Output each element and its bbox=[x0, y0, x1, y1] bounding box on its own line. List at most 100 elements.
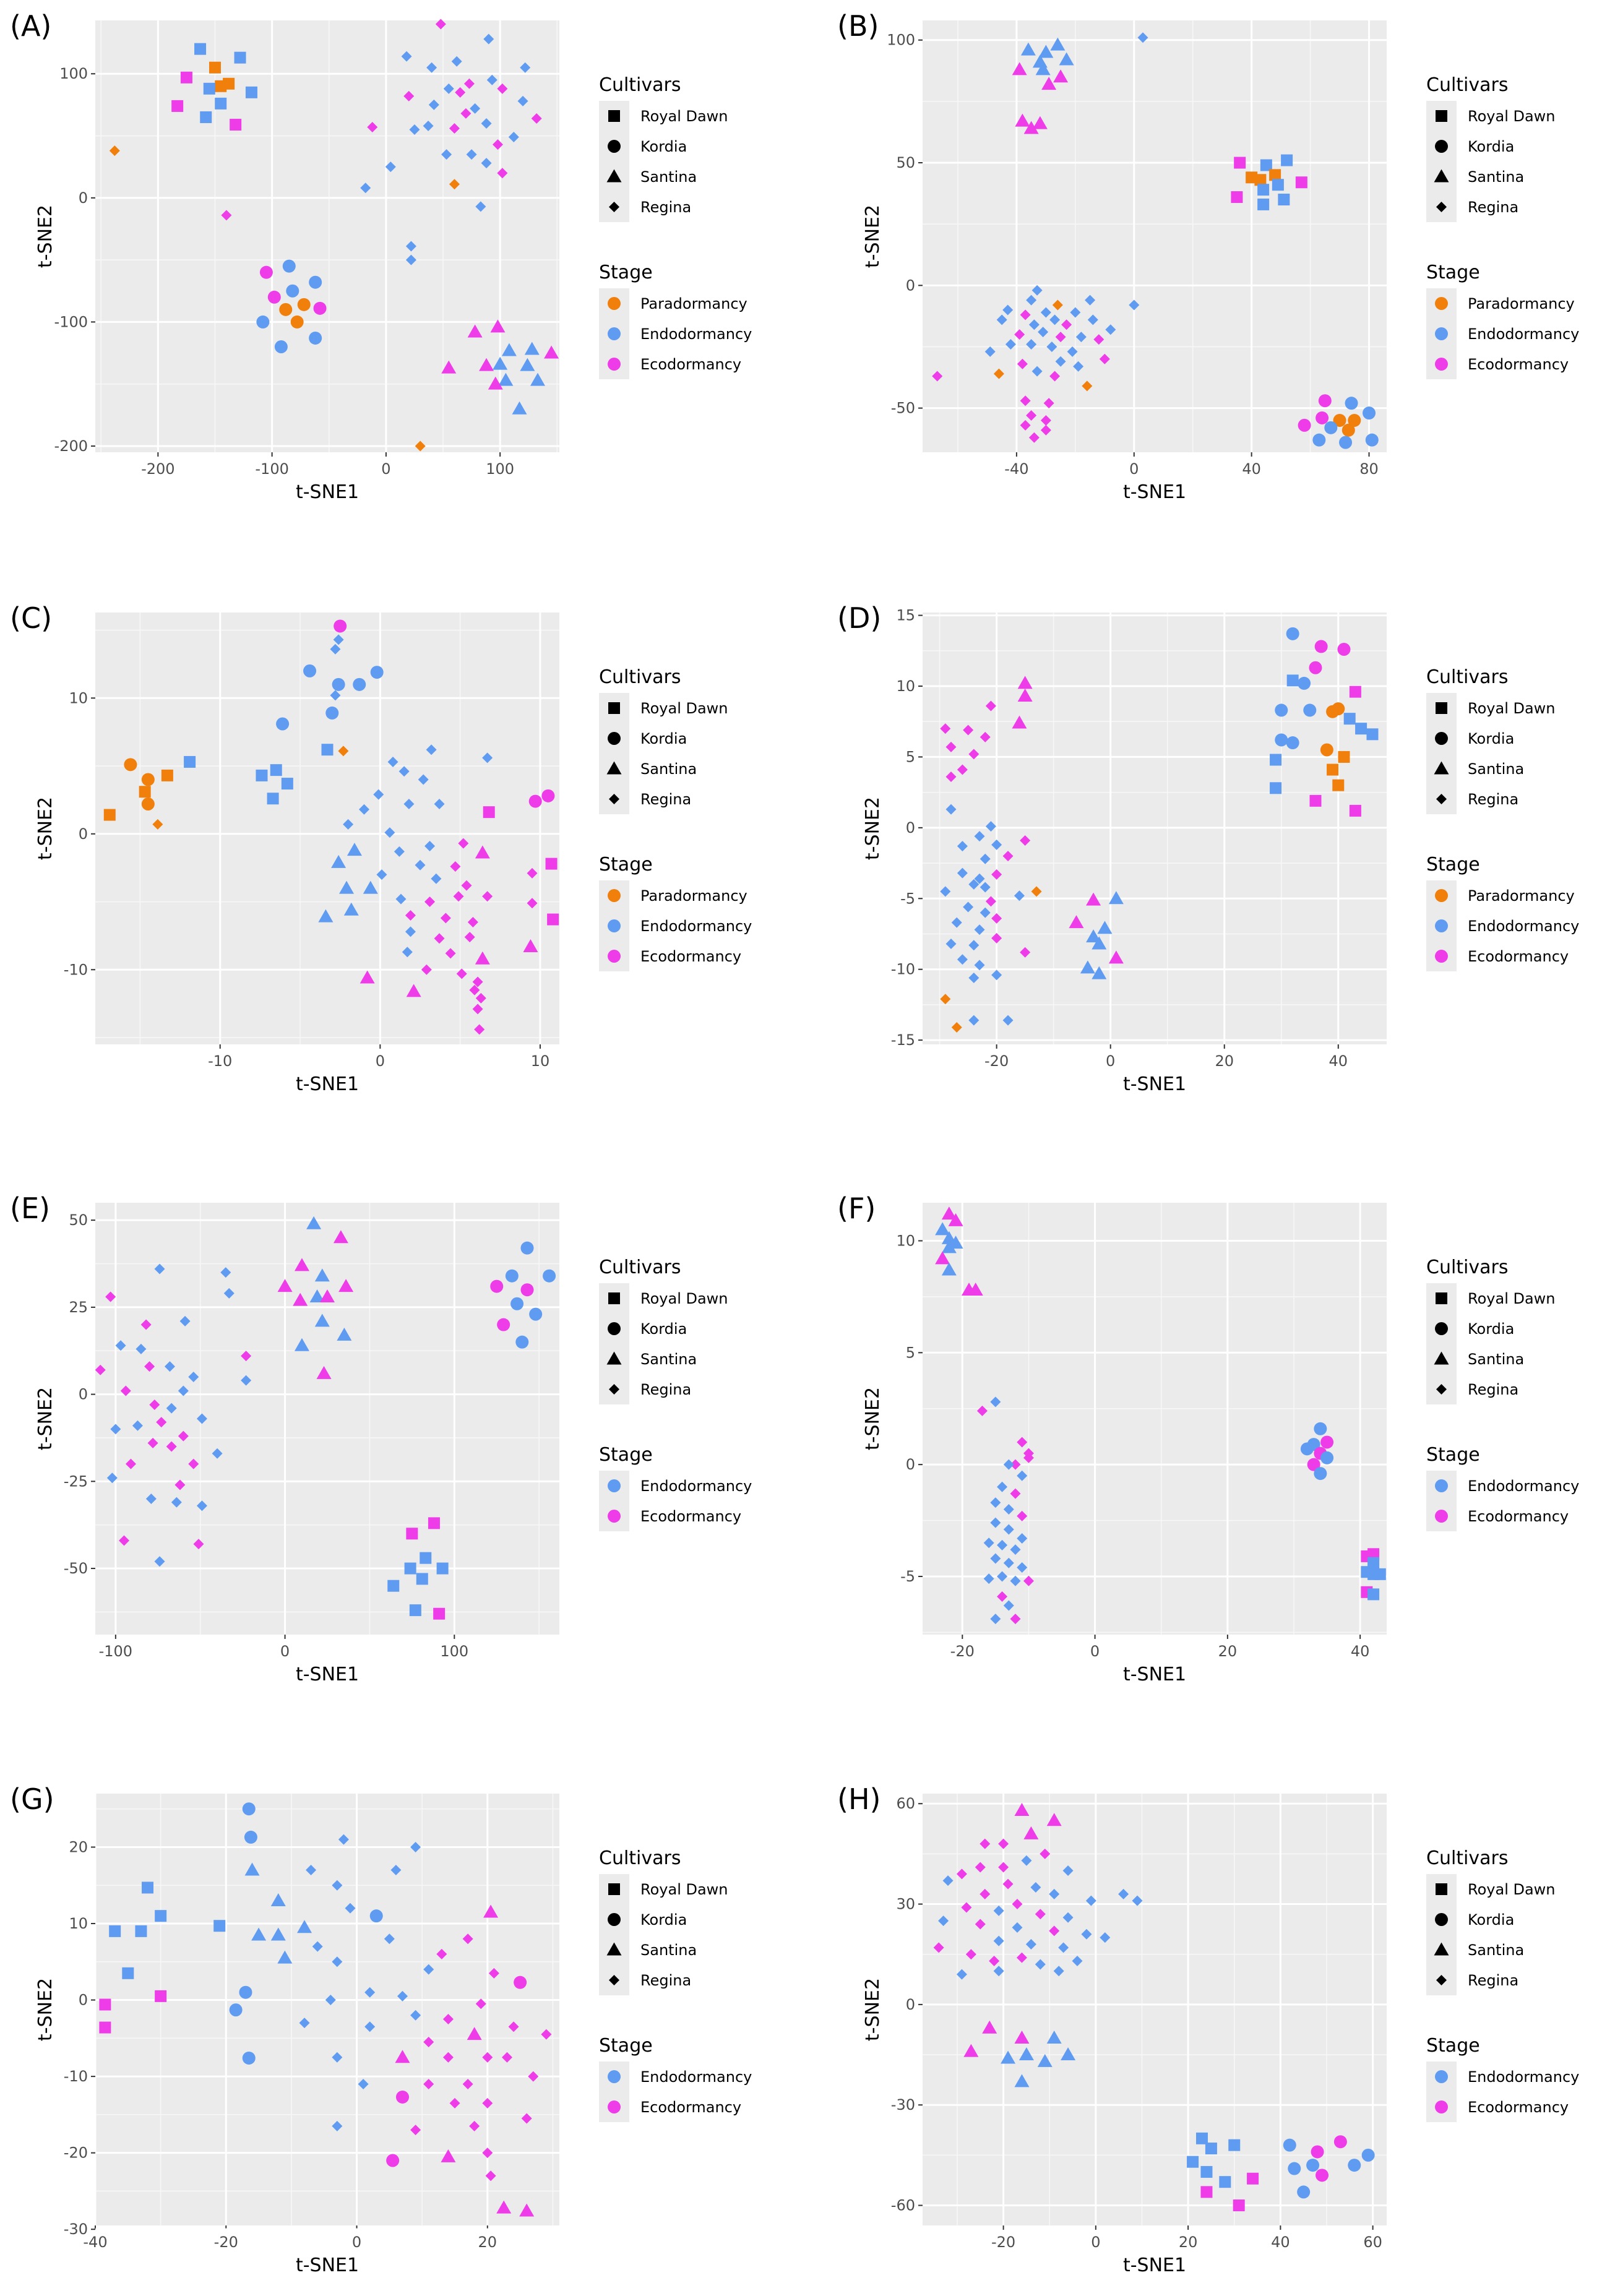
x-tick-label: -20 bbox=[984, 1052, 1009, 1070]
legend-key-kordia-symbol bbox=[608, 732, 621, 745]
y-tick-label: 0 bbox=[906, 1456, 915, 1473]
legend-label-kordia: Kordia bbox=[640, 730, 687, 747]
data-point-ecodormancy-regina bbox=[989, 1956, 1000, 1967]
data-point-ecodormancy-royal-dawn bbox=[1233, 2199, 1245, 2212]
data-point-paradormancy-regina bbox=[1052, 299, 1063, 311]
data-point-paradormancy-royal-dawn bbox=[1332, 779, 1345, 791]
legend-label-royal-dawn: Royal Dawn bbox=[1468, 1290, 1556, 1307]
data-point-endodormancy-regina bbox=[1017, 1533, 1028, 1544]
y-tick-label: -50 bbox=[64, 1560, 88, 1577]
data-point-endodormancy-regina bbox=[1017, 1562, 1028, 1573]
legend-label-ecodormancy: Ecodormancy bbox=[640, 356, 741, 373]
data-point-ecodormancy-regina bbox=[527, 867, 538, 879]
legend-label-kordia: Kordia bbox=[1468, 138, 1514, 155]
data-point-ecodormancy-regina bbox=[1023, 1575, 1034, 1586]
data-point-paradormancy-kordia bbox=[279, 303, 293, 316]
data-point-paradormancy-regina bbox=[951, 1022, 962, 1033]
data-point-endodormancy-regina bbox=[178, 1385, 189, 1396]
data-point-endodormancy-regina bbox=[415, 859, 426, 871]
data-point-ecodormancy-royal-dawn bbox=[171, 100, 184, 112]
legend-key-endodormancy-dot bbox=[608, 327, 621, 340]
legend-label-kordia: Kordia bbox=[1468, 1320, 1514, 1338]
data-points bbox=[103, 619, 559, 1035]
legend-key-royal-dawn-symbol bbox=[1436, 702, 1447, 714]
data-point-endodormancy-regina bbox=[409, 124, 420, 135]
x-tick-label: 100 bbox=[486, 460, 514, 478]
legend-stage: Stage Paradormancy Endodormancy Ecodormancy bbox=[1426, 854, 1579, 971]
data-point-ecodormancy-regina bbox=[1049, 1925, 1060, 1937]
legend-label-ecodormancy: Ecodormancy bbox=[640, 948, 741, 965]
data-point-endodormancy-regina bbox=[397, 1990, 408, 2001]
data-point-ecodormancy-regina bbox=[455, 87, 466, 98]
data-point-ecodormancy-regina bbox=[424, 896, 436, 908]
data-point-endodormancy-santina bbox=[270, 1927, 286, 1941]
data-point-endodormancy-regina bbox=[431, 873, 442, 884]
legend-key-endodormancy-dot bbox=[1435, 327, 1448, 340]
legend-cultivars: Cultivars Royal Dawn Kordia Santina Regina bbox=[599, 1847, 728, 1995]
legend-label-royal-dawn: Royal Dawn bbox=[640, 700, 728, 717]
data-point-ecodormancy-regina bbox=[998, 1862, 1009, 1873]
data-point-ecodormancy-regina bbox=[932, 371, 943, 382]
data-point-endodormancy-kordia bbox=[353, 677, 366, 691]
data-point-endodormancy-santina bbox=[520, 358, 535, 371]
legend-cultivars: Cultivars Royal Dawn Kordia Santina Regina bbox=[1426, 74, 1556, 222]
data-point-endodormancy-regina bbox=[434, 798, 445, 809]
legend-key-royal-dawn-symbol bbox=[608, 702, 620, 714]
data-point-ecodormancy-regina bbox=[1093, 334, 1105, 345]
data-point-paradormancy-royal-dawn bbox=[1327, 763, 1339, 776]
legend-label-regina: Regina bbox=[1468, 199, 1518, 216]
data-point-ecodormancy-royal-dawn bbox=[1295, 176, 1307, 189]
data-point-endodormancy-regina bbox=[398, 766, 410, 777]
data-point-endodormancy-royal-dawn bbox=[1281, 154, 1293, 166]
legend-label-regina: Regina bbox=[640, 199, 691, 216]
data-point-ecodormancy-regina bbox=[980, 1888, 991, 1899]
y-tick-label: 0 bbox=[79, 825, 88, 843]
data-point-endodormancy-santina bbox=[244, 1862, 260, 1876]
data-point-ecodormancy-regina bbox=[458, 838, 469, 849]
data-point-ecodormancy-royal-dawn bbox=[1234, 157, 1246, 169]
data-point-endodormancy-regina bbox=[384, 1933, 395, 1945]
data-point-ecodormancy-regina bbox=[1010, 1459, 1021, 1470]
data-point-ecodormancy-santina bbox=[1014, 2030, 1030, 2044]
data-point-endodormancy-regina bbox=[481, 118, 492, 129]
data-point-endodormancy-regina bbox=[996, 314, 1007, 325]
data-point-endodormancy-royal-dawn bbox=[387, 1580, 400, 1592]
data-point-ecodormancy-santina bbox=[1032, 116, 1048, 129]
legend-label-ecodormancy: Ecodormancy bbox=[1468, 1508, 1569, 1525]
data-point-endodormancy-royal-dawn bbox=[416, 1573, 428, 1585]
data-point-ecodormancy-regina bbox=[1020, 419, 1031, 431]
x-tick-label: 0 bbox=[376, 1052, 385, 1070]
data-point-ecodormancy-santina bbox=[519, 2203, 535, 2217]
legend-label-paradormancy: Paradormancy bbox=[1468, 295, 1575, 312]
data-point-paradormancy-royal-dawn bbox=[1338, 750, 1350, 763]
data-point-ecodormancy-regina bbox=[95, 1364, 106, 1375]
data-point-ecodormancy-kordia bbox=[1333, 2135, 1347, 2149]
data-point-ecodormancy-regina bbox=[1099, 353, 1110, 364]
data-point-ecodormancy-regina bbox=[475, 1998, 486, 2010]
data-point-endodormancy-regina bbox=[1105, 324, 1116, 335]
data-point-endodormancy-santina bbox=[1001, 2050, 1016, 2064]
x-tick-label: 0 bbox=[1129, 460, 1139, 478]
data-point-endodormancy-regina bbox=[1003, 1600, 1014, 1611]
data-point-endodormancy-regina bbox=[945, 804, 957, 815]
data-point-endodormancy-regina bbox=[938, 1915, 949, 1927]
legend-cultivars: Cultivars Royal Dawn Kordia Santina Regina bbox=[1426, 1257, 1556, 1404]
x-tick-label: 40 bbox=[1329, 1052, 1348, 1070]
data-point-paradormancy-regina bbox=[109, 145, 120, 157]
data-point-ecodormancy-regina bbox=[440, 913, 451, 924]
legend-key-santina-symbol bbox=[606, 761, 622, 775]
legend-key-ecodormancy-dot bbox=[1435, 1510, 1448, 1523]
data-point-ecodormancy-kordia bbox=[514, 1976, 527, 1989]
data-point-endodormancy-regina bbox=[1002, 304, 1014, 316]
data-point-ecodormancy-regina bbox=[193, 1539, 204, 1550]
data-point-endodormancy-regina bbox=[358, 804, 369, 815]
data-point-ecodormancy-regina bbox=[178, 1430, 189, 1442]
data-point-ecodormancy-royal-dawn bbox=[1231, 191, 1243, 204]
legend-key-santina-symbol bbox=[1434, 169, 1449, 183]
data-point-endodormancy-regina bbox=[968, 1015, 980, 1026]
data-point-endodormancy-regina bbox=[358, 2078, 369, 2089]
data-point-endodormancy-regina bbox=[387, 756, 398, 767]
data-point-ecodormancy-santina bbox=[479, 358, 494, 371]
legend-label-ecodormancy: Ecodormancy bbox=[1468, 948, 1569, 965]
legend-title-stage: Stage bbox=[599, 1444, 653, 1466]
